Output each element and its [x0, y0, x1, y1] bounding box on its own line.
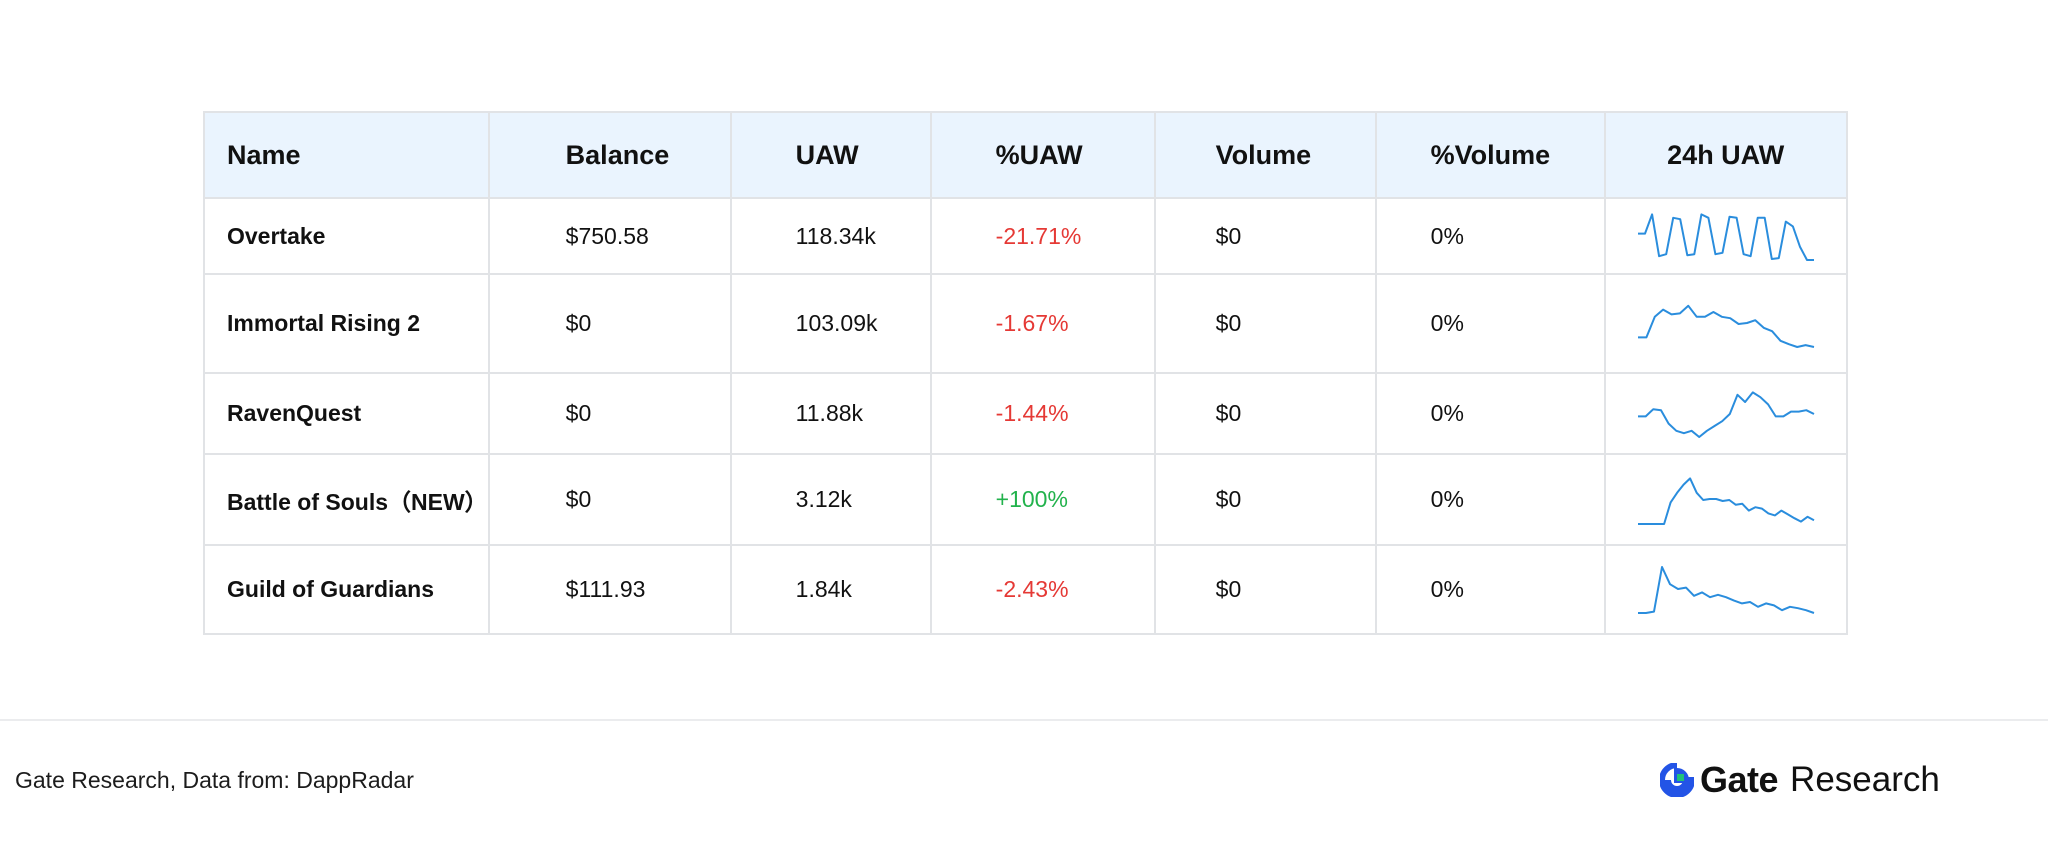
cell-balance: $111.93 — [487, 544, 732, 635]
cell-pct-volume: 0% — [1374, 197, 1606, 275]
table-row: Battle of Souls（NEW） $0 3.12k +100% $0 0… — [203, 453, 1848, 546]
header-pct-volume: %Volume — [1374, 111, 1606, 199]
logo-sub-text: Research — [1790, 760, 1940, 799]
cell-pct-uaw: -1.67% — [929, 273, 1156, 374]
cell-uaw: 11.88k — [729, 372, 932, 455]
cell-pct-uaw: -1.44% — [929, 372, 1156, 455]
cell-name: Guild of Guardians — [203, 544, 490, 635]
cell-name: Overtake — [203, 197, 490, 275]
table-row: Immortal Rising 2 $0 103.09k -1.67% $0 0… — [203, 273, 1848, 374]
table-row: Guild of Guardians $111.93 1.84k -2.43% … — [203, 544, 1848, 635]
cell-balance: $0 — [487, 273, 732, 374]
header-name: Name — [203, 111, 490, 199]
cell-volume: $0 — [1153, 544, 1377, 635]
header-balance: Balance — [487, 111, 732, 199]
cell-volume: $0 — [1153, 453, 1377, 546]
sparkline-series — [1637, 476, 1815, 525]
cell-name: Immortal Rising 2 — [203, 273, 490, 374]
sparkline — [1637, 476, 1815, 525]
cell-uaw: 3.12k — [729, 453, 932, 546]
footer-divider — [0, 719, 2048, 721]
cell-volume: $0 — [1153, 197, 1377, 275]
cell-24h-uaw-sparkline — [1603, 197, 1848, 275]
cell-24h-uaw-sparkline — [1603, 273, 1848, 374]
sparkline-series — [1637, 565, 1815, 614]
sparkline-series — [1637, 213, 1814, 261]
cell-pct-volume: 0% — [1374, 273, 1606, 374]
cell-pct-volume: 0% — [1374, 372, 1606, 455]
sparkline — [1637, 213, 1814, 261]
table-row: Overtake $750.58 118.34k -21.71% $0 0% — [203, 197, 1848, 275]
cell-balance: $0 — [487, 372, 732, 455]
cell-pct-uaw: -2.43% — [929, 544, 1156, 635]
cell-pct-uaw: -21.71% — [929, 197, 1156, 275]
table-row: RavenQuest $0 11.88k -1.44% $0 0% — [203, 372, 1848, 455]
sparkline-series — [1637, 304, 1814, 348]
cell-volume: $0 — [1153, 273, 1377, 374]
cell-balance: $750.58 — [487, 197, 732, 275]
gate-logo-icon — [1660, 763, 1694, 797]
cell-24h-uaw-sparkline — [1603, 544, 1848, 635]
sparkline-series — [1637, 390, 1815, 438]
sparkline — [1637, 304, 1814, 348]
cell-volume: $0 — [1153, 372, 1377, 455]
cell-name: RavenQuest — [203, 372, 490, 455]
cell-pct-volume: 0% — [1374, 453, 1606, 546]
cell-uaw: 103.09k — [729, 273, 932, 374]
cell-pct-volume: 0% — [1374, 544, 1606, 635]
header-uaw: UAW — [729, 111, 932, 199]
cell-pct-uaw: +100% — [929, 453, 1156, 546]
sparkline — [1637, 565, 1815, 614]
header-volume: Volume — [1153, 111, 1377, 199]
cell-uaw: 118.34k — [729, 197, 932, 275]
cell-name: Battle of Souls（NEW） — [203, 453, 490, 546]
cell-24h-uaw-sparkline — [1603, 453, 1848, 546]
cell-24h-uaw-sparkline — [1603, 372, 1848, 455]
header-24h-uaw: 24h UAW — [1603, 111, 1848, 199]
games-table: Name Balance UAW %UAW Volume %Volume 24h… — [203, 111, 1848, 635]
header-row: Name Balance UAW %UAW Volume %Volume 24h… — [203, 111, 1848, 199]
gate-research-logo: Gate Research — [1660, 759, 1940, 800]
sparkline — [1637, 390, 1815, 438]
logo-brand-text: Gate — [1700, 759, 1779, 800]
source-caption: Gate Research, Data from: DappRadar — [15, 767, 414, 793]
cell-uaw: 1.84k — [729, 544, 932, 635]
cell-balance: $0 — [487, 453, 732, 546]
header-pct-uaw: %UAW — [929, 111, 1156, 199]
